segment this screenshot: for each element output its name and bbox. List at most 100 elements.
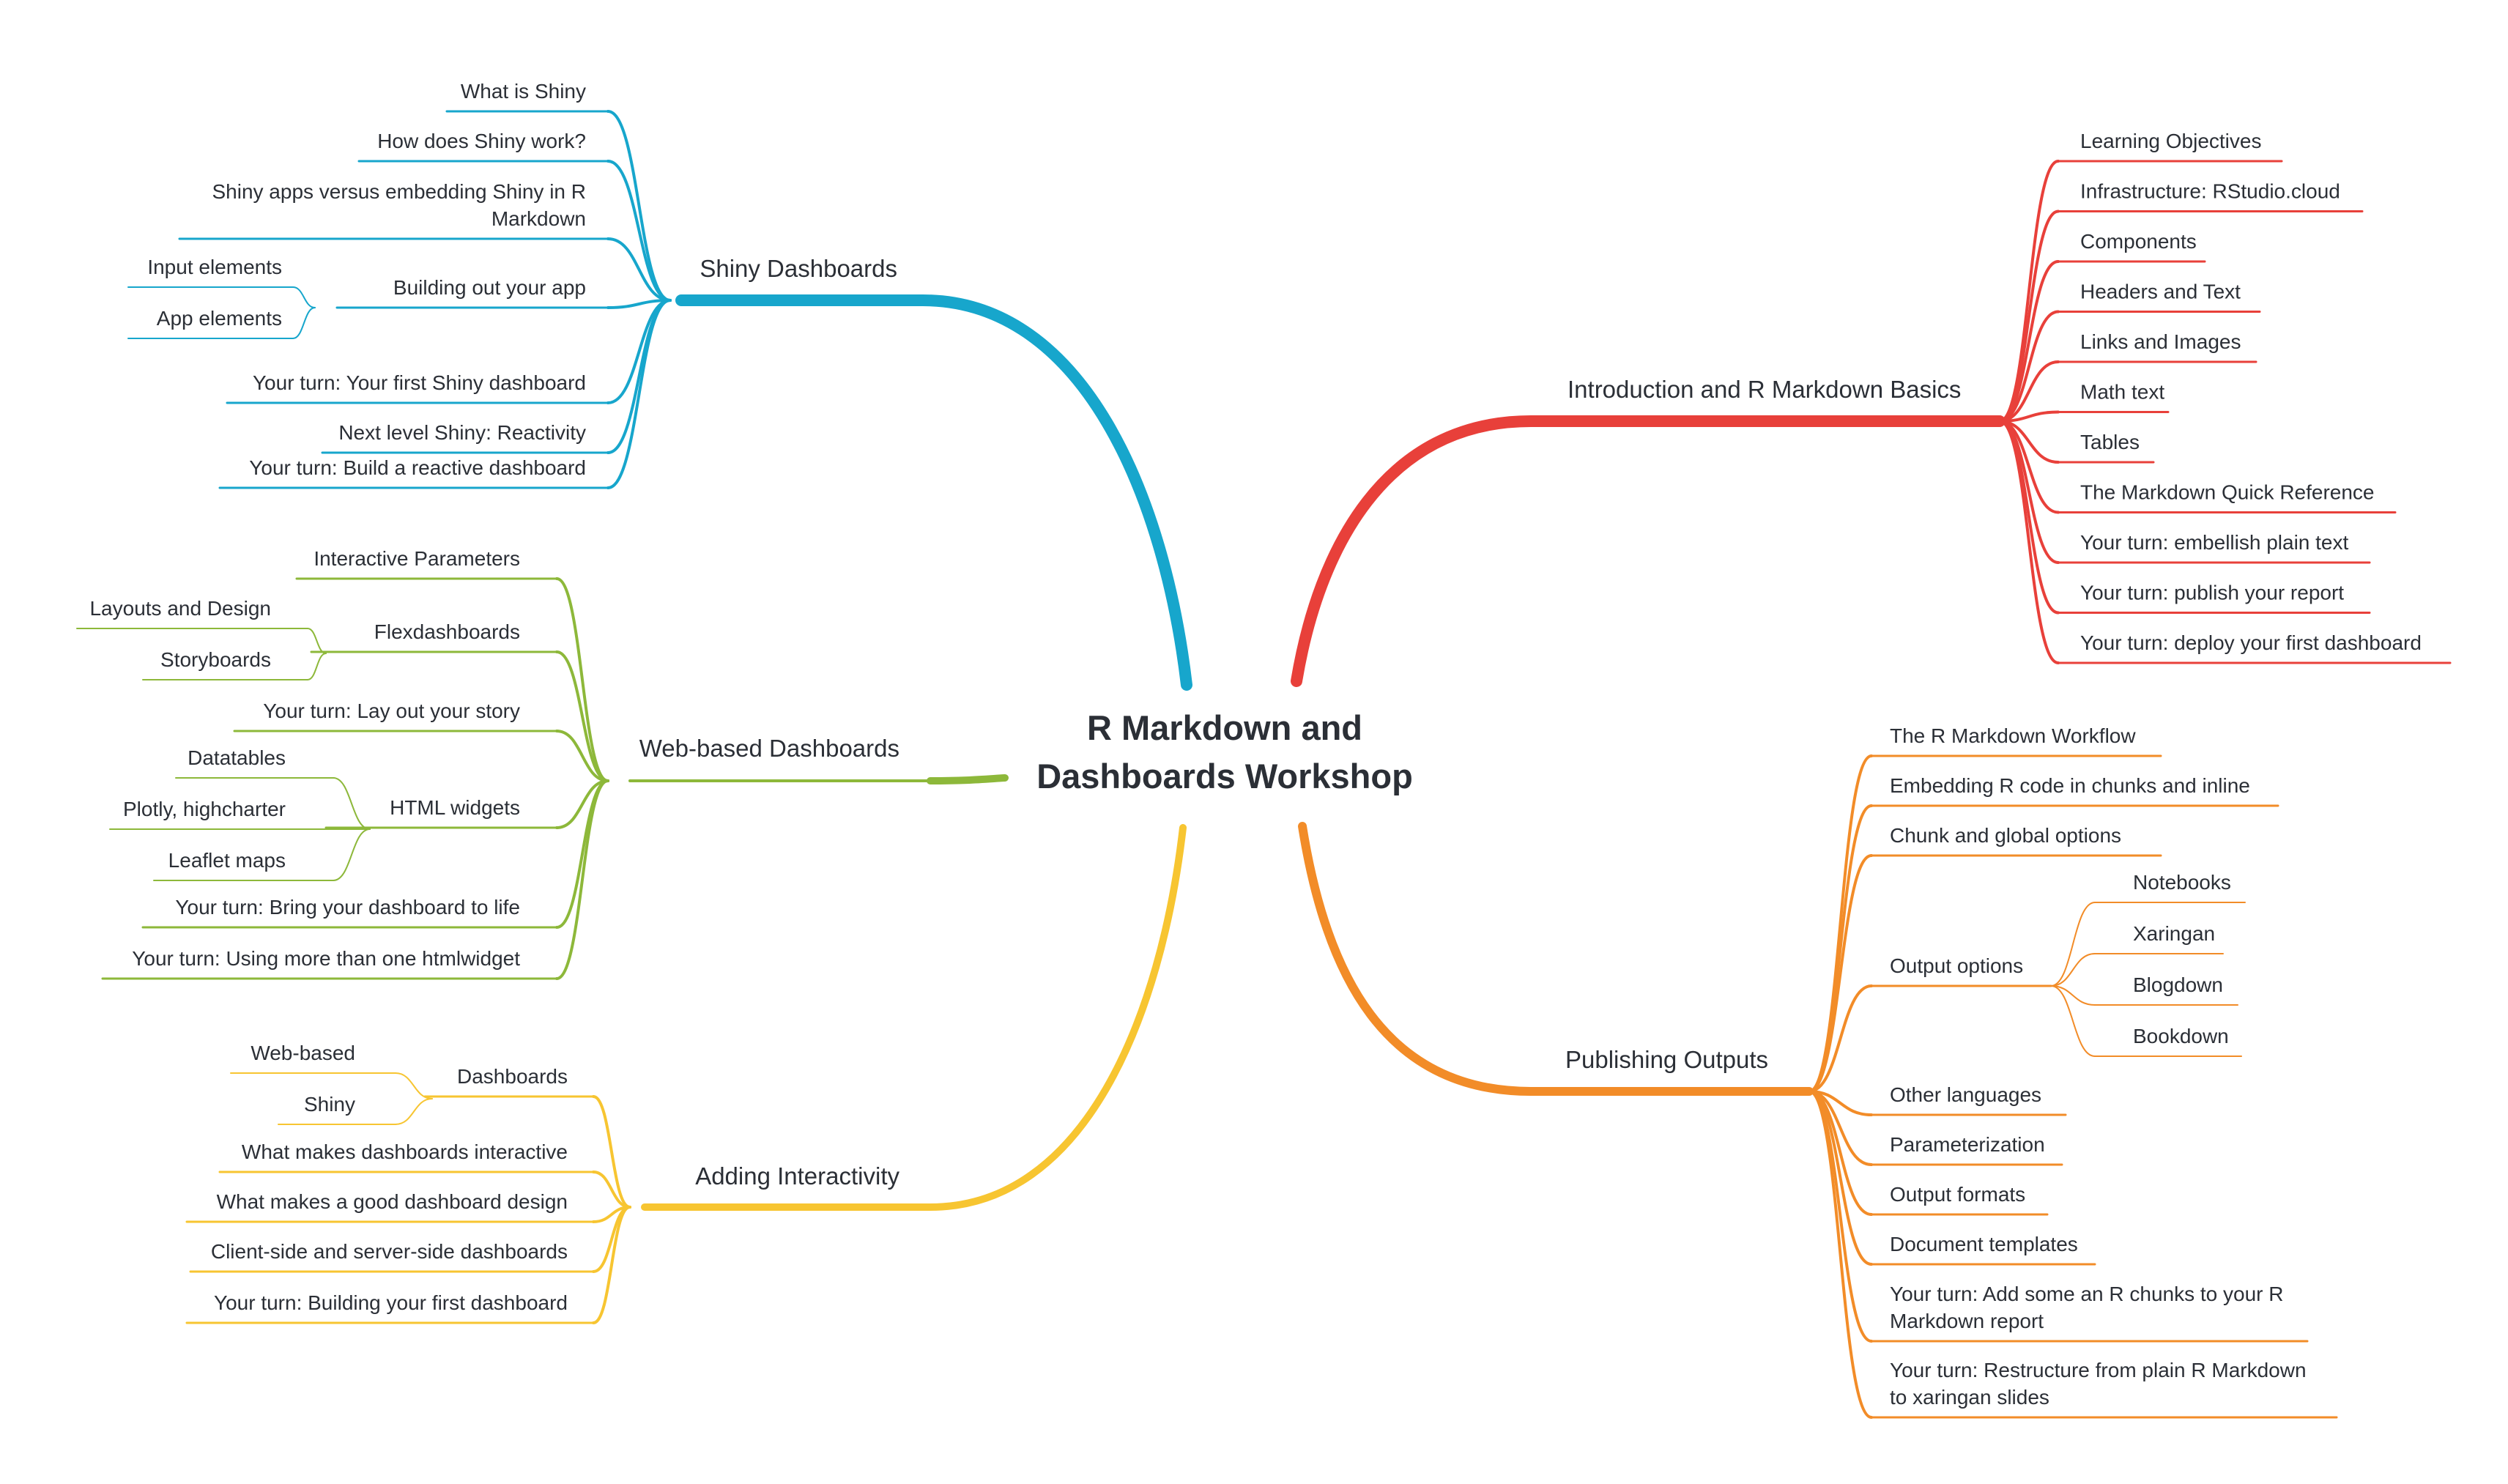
connector-line bbox=[606, 160, 672, 302]
main-branch-publishing bbox=[1298, 822, 1814, 1096]
node-building[interactable]: Building out your app bbox=[393, 276, 586, 299]
node-reactive[interactable]: Your turn: Build a reactive dashboard bbox=[249, 456, 586, 479]
node-workflow[interactable]: The R Markdown Workflow bbox=[1890, 724, 2136, 747]
node-intro-7[interactable]: The Markdown Quick Reference bbox=[2080, 481, 2375, 504]
connector-line bbox=[2050, 985, 2096, 1057]
connector-line bbox=[1808, 804, 1873, 1093]
connector-line bbox=[1808, 1090, 1873, 1419]
node-bookdown[interactable]: Bookdown bbox=[2133, 1025, 2229, 1047]
connector-line bbox=[1808, 1090, 1873, 1216]
node-intro-6[interactable]: Tables bbox=[2080, 431, 2140, 453]
node-output-formats[interactable]: Output formats bbox=[1890, 1183, 2025, 1206]
connector-line bbox=[1998, 420, 2060, 664]
connector-line bbox=[1998, 360, 2060, 423]
connector-line bbox=[2050, 985, 2096, 1006]
node-good-design[interactable]: What makes a good dashboard design bbox=[217, 1190, 568, 1213]
node-restructure[interactable]: to xaringan slides bbox=[1890, 1386, 2049, 1409]
node-html-widgets[interactable]: HTML widgets bbox=[390, 796, 520, 819]
node-parameterization[interactable]: Parameterization bbox=[1890, 1133, 2045, 1156]
node-add-chunks[interactable]: Your turn: Add some an R chunks to your … bbox=[1890, 1283, 2283, 1305]
node-intro-1[interactable]: Infrastructure: RStudio.cloud bbox=[2080, 180, 2340, 203]
node-versus[interactable]: Markdown bbox=[491, 207, 586, 230]
node-intro-3[interactable]: Headers and Text bbox=[2080, 281, 2241, 303]
connector-line bbox=[606, 299, 672, 309]
node-how-work[interactable]: How does Shiny work? bbox=[377, 130, 586, 152]
node-templates[interactable]: Document templates bbox=[1890, 1233, 2078, 1255]
connector-line bbox=[555, 650, 609, 782]
node-storyboards[interactable]: Storyboards bbox=[160, 648, 271, 671]
node-intro-2[interactable]: Components bbox=[2080, 230, 2197, 253]
node-versus[interactable]: Shiny apps versus embedding Shiny in R bbox=[212, 180, 586, 203]
node-chunk-options[interactable]: Chunk and global options bbox=[1890, 824, 2121, 847]
connector-line bbox=[1808, 854, 1873, 1093]
main-branch-intro bbox=[1291, 415, 2006, 687]
node-building-first[interactable]: Your turn: Building your first dashboard bbox=[214, 1291, 568, 1314]
node-plotly[interactable]: Plotly, highcharter bbox=[123, 798, 286, 820]
node-what-interactive[interactable]: What makes dashboards interactive bbox=[242, 1140, 568, 1163]
node-what-is[interactable]: What is Shiny bbox=[461, 80, 586, 103]
node-intro-10[interactable]: Your turn: deploy your first dashboard bbox=[2080, 631, 2422, 654]
connector-line bbox=[307, 653, 327, 680]
node-restructure[interactable]: Your turn: Restructure from plain R Mark… bbox=[1890, 1359, 2307, 1381]
connector-line bbox=[592, 1206, 631, 1324]
connector-lines bbox=[76, 110, 2452, 1419]
node-web-based[interactable]: Web-based bbox=[251, 1042, 355, 1064]
node-add-chunks[interactable]: Markdown report bbox=[1890, 1310, 2044, 1332]
node-xaringan[interactable]: Xaringan bbox=[2133, 922, 2215, 945]
node-intro-0[interactable]: Learning Objectives bbox=[2080, 130, 2261, 152]
connector-line bbox=[592, 1095, 631, 1209]
connector-line bbox=[395, 1098, 433, 1125]
node-embedding[interactable]: Embedding R code in chunks and inline bbox=[1890, 774, 2250, 797]
branch-adding-interactivity[interactable]: Adding Interactivity bbox=[695, 1162, 899, 1190]
branch-publishing-outputs[interactable]: Publishing Outputs bbox=[1565, 1046, 1768, 1073]
node-leaflet[interactable]: Leaflet maps bbox=[168, 849, 286, 872]
node-first[interactable]: Your turn: Your first Shiny dashboard bbox=[253, 371, 586, 394]
node-intro-5[interactable]: Math text bbox=[2080, 381, 2164, 404]
central-topic[interactable]: R Markdown and bbox=[1087, 708, 1362, 747]
node-intro-8[interactable]: Your turn: embellish plain text bbox=[2080, 531, 2349, 554]
node-notebooks[interactable]: Notebooks bbox=[2133, 871, 2231, 894]
connector-line bbox=[1998, 260, 2060, 423]
node-client-server[interactable]: Client-side and server-side dashboards bbox=[211, 1240, 568, 1263]
connector-line bbox=[333, 777, 371, 830]
node-other-languages[interactable]: Other languages bbox=[1890, 1083, 2041, 1106]
branch-introduction-r-markdown[interactable]: Introduction and R Markdown Basics bbox=[1568, 376, 1961, 403]
central-topic[interactable]: Dashboards Workshop bbox=[1036, 757, 1413, 795]
node-shiny[interactable]: Shiny bbox=[304, 1093, 355, 1116]
main-branch-interactivity bbox=[641, 824, 1187, 1211]
node-blogdown[interactable]: Blogdown bbox=[2133, 973, 2223, 996]
connector-line bbox=[606, 110, 672, 302]
connector-line bbox=[292, 286, 316, 308]
connector-line bbox=[555, 779, 609, 980]
connector-line bbox=[555, 779, 609, 829]
node-intro-9[interactable]: Your turn: publish your report bbox=[2080, 582, 2344, 604]
node-layouts[interactable]: Layouts and Design bbox=[89, 597, 271, 620]
connector-line bbox=[1808, 984, 1873, 1093]
connector-line bbox=[292, 307, 316, 339]
node-output-options[interactable]: Output options bbox=[1890, 954, 2023, 977]
branch-shiny-dashboards[interactable]: Shiny Dashboards bbox=[700, 255, 897, 282]
node-more[interactable]: Your turn: Using more than one htmlwidge… bbox=[132, 947, 520, 970]
connector-line bbox=[395, 1072, 433, 1099]
node-layout-story[interactable]: Your turn: Lay out your story bbox=[263, 700, 520, 722]
node-reactivity[interactable]: Next level Shiny: Reactivity bbox=[338, 421, 586, 444]
node-app-elements[interactable]: App elements bbox=[157, 307, 282, 330]
branch-web-based-dashboards[interactable]: Web-based Dashboards bbox=[639, 735, 899, 762]
connector-line bbox=[1808, 1090, 1873, 1266]
node-input-elements[interactable]: Input elements bbox=[147, 256, 282, 278]
topic-labels: R Markdown and Dashboards Workshop Shiny D… bbox=[89, 80, 2421, 1409]
main-branch-web bbox=[927, 774, 1009, 784]
connector-line bbox=[1998, 160, 2060, 423]
node-bring[interactable]: Your turn: Bring your dashboard to life bbox=[175, 896, 520, 919]
node-intro-4[interactable]: Links and Images bbox=[2080, 330, 2241, 353]
connector-line bbox=[555, 730, 609, 782]
node-params[interactable]: Interactive Parameters bbox=[314, 547, 520, 570]
node-flex[interactable]: Flexdashboards bbox=[374, 620, 520, 643]
connector-line bbox=[606, 237, 672, 302]
node-datatables[interactable]: Datatables bbox=[188, 746, 286, 769]
connector-line bbox=[606, 299, 672, 489]
connector-line bbox=[1998, 310, 2060, 423]
main-branch-shiny bbox=[675, 294, 1192, 691]
node-dashboards[interactable]: Dashboards bbox=[457, 1065, 568, 1088]
